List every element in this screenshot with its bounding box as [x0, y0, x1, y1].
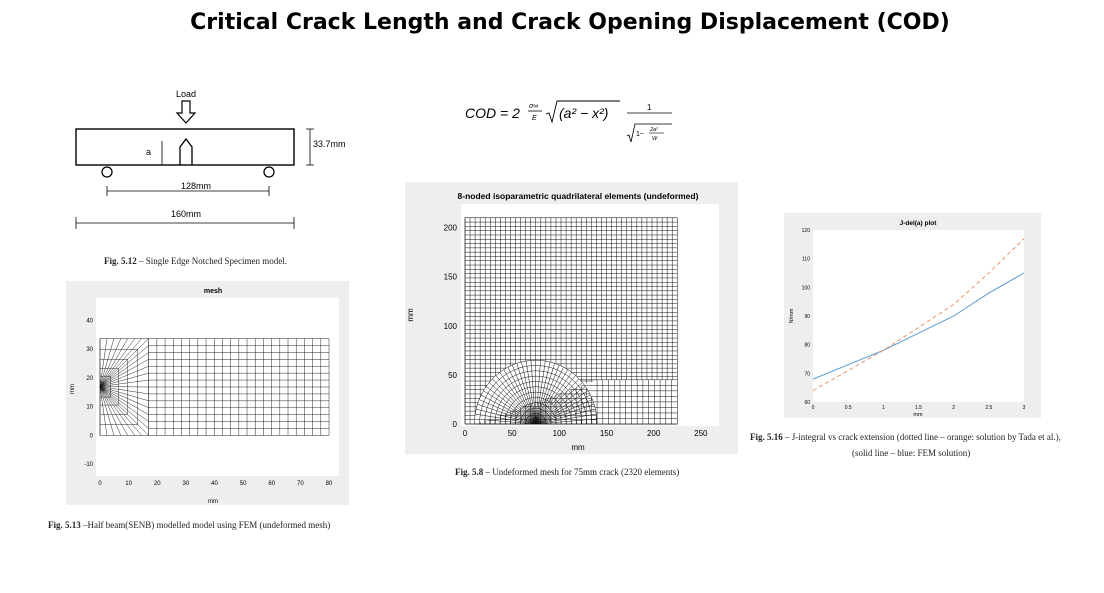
chart-ytick: 60 — [804, 400, 810, 406]
mesh-small-xtick: 30 — [183, 481, 190, 487]
formula-frac-den: E — [532, 115, 537, 122]
mesh-small-ytick: -10 — [84, 462, 93, 468]
jdel-chart: J-del(a) plot mm N/mm 0 0.5 1 1.5 2 2.5 3 120 11… — [789, 220, 1026, 418]
caption-fig-5-8: Fig. 5.8 – Undeformed mesh for 75mm crac… — [455, 467, 680, 477]
mesh-small-xtick: 70 — [297, 481, 304, 487]
mesh-large-ytick: 200 — [444, 224, 458, 233]
mesh-small-title: mesh — [204, 288, 222, 295]
sqrt-sign-inner-icon — [626, 123, 672, 143]
specimen-diagram: Load a 33.7mm 128mm 160mm — [75, 89, 346, 229]
mesh-small-xtick: 0 — [98, 481, 102, 487]
mesh-small-xtick: 20 — [154, 481, 161, 487]
caption-fig-5-16: Fig. 5.16 – J-integral vs crack extensio… — [750, 432, 1061, 442]
chart-ytick: 120 — [802, 228, 811, 234]
chart-ytick: 100 — [802, 285, 811, 291]
chart-title: J-del(a) plot — [900, 220, 938, 227]
formula-sqrt-term: (a² − x²) — [559, 105, 608, 121]
chart-ytick: 110 — [802, 257, 810, 263]
formula-frac-num: σ∞ — [529, 103, 538, 110]
mesh-large-xlabel: mm — [571, 443, 585, 452]
formula-inner-den: W — [652, 136, 658, 142]
mesh-small-xtick: 10 — [125, 481, 132, 487]
chart-xlabel: mm — [913, 412, 923, 418]
mesh-small-plot: mesh mm mm 0 10 20 30 40 50 60 70 80 40 30 20 10 0 -10 — [70, 288, 339, 505]
formula-inner-one: 1− — [636, 131, 644, 138]
load-label: Load — [176, 89, 196, 99]
mesh-large-xtick: 100 — [553, 429, 567, 438]
chart-ytick: 70 — [804, 371, 810, 377]
chart-ylabel: N/mm — [789, 308, 795, 323]
chart-series-solid — [812, 272, 1025, 380]
mesh-large-ytick: 150 — [444, 273, 458, 282]
mesh-small-xlabel: mm — [208, 499, 218, 505]
chart-ytick: 90 — [804, 314, 810, 320]
formula-one: 1 — [647, 103, 652, 112]
chart-xtick: 1.5 — [915, 405, 922, 411]
mesh-small-ytick: 40 — [86, 318, 93, 324]
mesh-large-ylabel: mm — [406, 308, 415, 322]
mesh-small-xtick: 40 — [211, 481, 218, 487]
jdel-chart-axes — [813, 230, 1024, 402]
a-label: a — [146, 147, 151, 157]
formula-inner-num: 2a² — [649, 127, 658, 133]
mesh-small-ytick: 30 — [86, 347, 93, 353]
chart-xtick: 3 — [1023, 405, 1026, 411]
cod-formula: COD = 2 σ∞ E (a² − x²) 1 1− 2a² W — [465, 100, 672, 143]
mesh-small-xtick: 50 — [240, 481, 247, 487]
chart-series-dashed — [812, 238, 1025, 391]
chart-xtick: 0.5 — [845, 405, 852, 411]
mesh-large-ytick: 0 — [453, 420, 458, 429]
mesh-large-ytick: 50 — [448, 371, 457, 380]
beam — [75, 128, 295, 166]
mesh-small-ytick: 0 — [90, 433, 94, 439]
mesh-large-xtick: 0 — [463, 429, 468, 438]
load-arrow-icon — [175, 100, 197, 124]
chart-xtick: 2.5 — [985, 405, 992, 411]
sqrt-sign-icon — [545, 100, 620, 124]
mesh-small-ytick: 20 — [86, 376, 93, 382]
slide-title: Critical Crack Length and Crack Opening … — [190, 10, 950, 35]
caption-fig-5-12: Fig. 5.12 – Single Edge Notched Specimen… — [104, 256, 287, 266]
mesh-large-xtick: 150 — [600, 429, 614, 438]
formula-lhs: COD = 2 — [465, 105, 520, 121]
support-left — [101, 166, 113, 178]
mesh-large-title: 8-noded isoparametric quadrilateral elem… — [458, 191, 699, 201]
mesh-small-xtick: 60 — [268, 481, 275, 487]
chart-xtick: 0 — [812, 405, 815, 411]
height-label: 33.7mm — [313, 139, 346, 149]
mesh-large-xtick: 200 — [647, 429, 661, 438]
mesh-large-ytick: 100 — [444, 322, 458, 331]
caption-fig-5-13: Fig. 5.13 –Half beam(SENB) modelled mode… — [48, 520, 331, 530]
mesh-small-xtick: 80 — [326, 481, 333, 487]
mesh-small-ylabel: mm — [70, 384, 76, 394]
length-label: 160mm — [171, 209, 201, 219]
mesh-small-ytick: 10 — [86, 405, 93, 411]
caption-fig-5-16-line2: (solid line – blue: FEM solution) — [852, 448, 971, 458]
chart-xtick: 2 — [952, 405, 955, 411]
mesh-large-plot: 8-noded isoparametric quadrilateral elem… — [406, 191, 719, 452]
chart-xtick: 1 — [882, 405, 885, 411]
chart-ytick: 80 — [804, 343, 810, 349]
mesh-large-xtick: 250 — [694, 429, 708, 438]
mesh-large-xtick: 50 — [508, 429, 517, 438]
support-right — [263, 166, 275, 178]
notch — [179, 137, 193, 165]
span-label: 128mm — [181, 181, 211, 191]
